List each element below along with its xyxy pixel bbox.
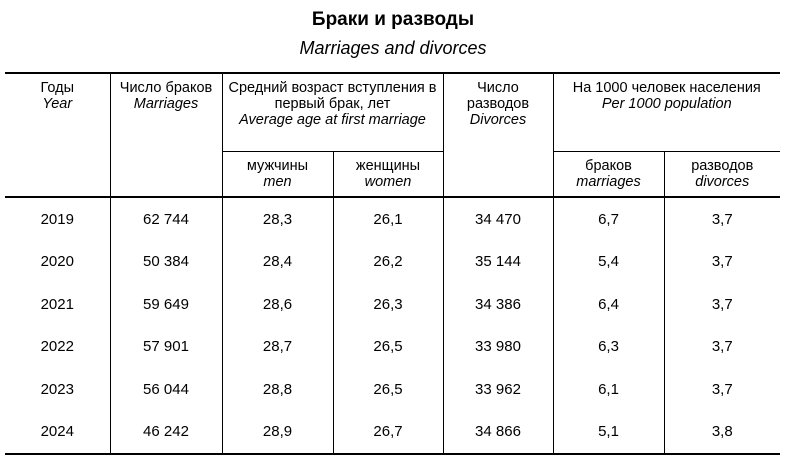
- marriages-divorces-table: Годы Year Число браков Marriages Средний в…: [5, 72, 781, 455]
- table-row: 2022 57 901 28,7 26,5 33 980 6,3 3,7: [5, 325, 781, 368]
- header-women: женщины women: [332, 151, 443, 198]
- cell-divorce-rate: 3,7: [663, 240, 781, 283]
- header-divorces: Число разводов Divorces: [442, 73, 553, 198]
- cell-women-age: 26,1: [332, 197, 443, 241]
- table-row: 2024 46 242 28,9 26,7 34 866 5,1 3,8: [5, 410, 781, 455]
- cell-women-age: 26,7: [332, 410, 443, 455]
- cell-marriages: 50 384: [109, 240, 222, 283]
- header-per-marriages: браков marriages: [552, 151, 664, 198]
- header-avg-age: Средний возраст вступления в первый брак…: [221, 73, 443, 152]
- cell-divorces: 34 386: [442, 283, 553, 326]
- cell-marriage-rate: 5,4: [552, 240, 664, 283]
- header-marriages: Число браков Marriages: [109, 73, 222, 198]
- cell-marriages: 57 901: [109, 325, 222, 368]
- cell-marriages: 59 649: [109, 283, 222, 326]
- cell-women-age: 26,5: [332, 368, 443, 411]
- cell-divorce-rate: 3,7: [663, 325, 781, 368]
- cell-marriages: 62 744: [109, 197, 222, 241]
- page-title: Браки и разводы: [311, 9, 475, 30]
- cell-year: 2023: [40, 380, 74, 398]
- table-row: 2020 50 384 28,4 26,2 35 144 5,4 3,7: [5, 240, 781, 283]
- table-row: 2019 62 744 28,3 26,1 34 470 6,7 3,7: [5, 197, 781, 241]
- cell-divorces: 33 980: [442, 325, 553, 368]
- cell-marriages: 56 044: [109, 368, 222, 411]
- cell-year: 2024: [5, 410, 110, 455]
- cell-women-age: 26,2: [332, 240, 443, 283]
- table-row: 2023 56 044 28,8 26,5 33 962 6,1 3,7: [5, 368, 781, 411]
- cell-marriage-rate: 6,3: [552, 325, 664, 368]
- cell-women-age: 26,3: [332, 283, 443, 326]
- cell-divorces: 35 144: [442, 240, 553, 283]
- cell-men-age: 28,3: [221, 197, 333, 241]
- cell-marriage-rate: 6,4: [552, 283, 664, 326]
- cell-year: 2020: [40, 253, 74, 271]
- cell-divorces: 34 470: [442, 197, 553, 241]
- cell-divorce-rate: 3,7: [663, 197, 781, 241]
- header-per-1000: На 1000 человек населения Per 1000 popula…: [552, 73, 781, 152]
- cell-divorces: 34 866: [442, 410, 553, 455]
- page-subtitle: Marriages and divorces: [299, 38, 487, 58]
- cell-men-age: 28,8: [221, 368, 333, 411]
- header-year: Годы Year: [5, 73, 110, 198]
- table-row: 2021 59 649 28,6 26,3 34 386 6,4 3,7: [5, 283, 781, 326]
- cell-divorces: 33 962: [442, 368, 553, 411]
- cell-marriage-rate: 6,1: [552, 368, 664, 411]
- cell-men-age: 28,9: [221, 410, 333, 455]
- cell-divorce-rate: 3,7: [663, 283, 781, 326]
- cell-year: 2021: [40, 295, 74, 313]
- header-per-divorces: разводов divorces: [663, 151, 781, 198]
- cell-marriages: 46 242: [109, 410, 222, 455]
- cell-men-age: 28,6: [221, 283, 333, 326]
- header-men: мужчины men: [221, 151, 333, 198]
- cell-year: 2022: [40, 338, 74, 356]
- cell-men-age: 28,4: [221, 240, 333, 283]
- cell-marriage-rate: 5,1: [552, 410, 664, 455]
- cell-marriage-rate: 6,7: [552, 197, 664, 241]
- cell-divorce-rate: 3,8: [663, 410, 781, 455]
- cell-year: 2019: [40, 210, 74, 228]
- cell-men-age: 28,7: [221, 325, 333, 368]
- cell-divorce-rate: 3,7: [663, 368, 781, 411]
- cell-women-age: 26,5: [332, 325, 443, 368]
